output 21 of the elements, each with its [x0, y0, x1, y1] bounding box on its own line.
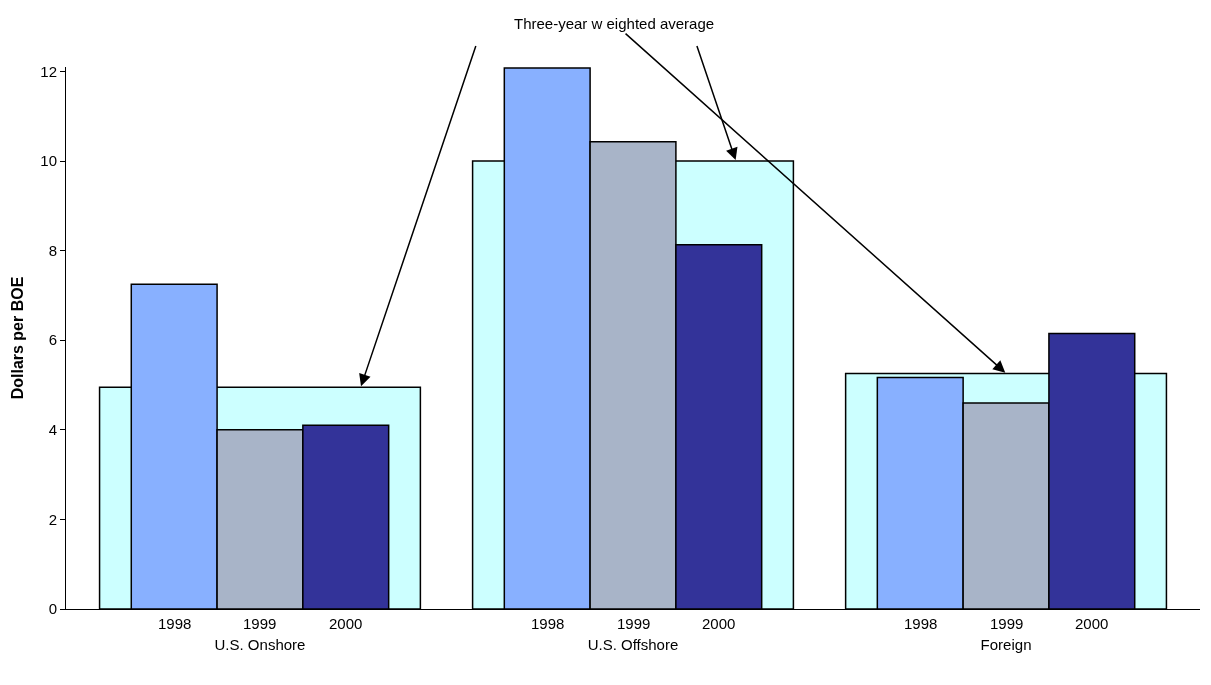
text: 1999 — [990, 615, 1024, 632]
y-tick-label: 0 — [48, 600, 57, 618]
y-axis-title: Dollars per BOE — [9, 276, 27, 400]
y-tick-label: 12 — [40, 62, 57, 80]
annotation: Three-year w eighted average — [514, 15, 715, 32]
text: 2000 — [702, 615, 736, 632]
text: 1998 — [531, 615, 565, 632]
series-label: 2000 — [329, 615, 363, 632]
text: 2000 — [1075, 615, 1109, 632]
y-tick-label: 2 — [48, 510, 57, 528]
x-tick-label: Foreign — [980, 636, 1032, 653]
x-tick-label: U.S. Onshore — [214, 636, 306, 653]
y-tick-label: 6 — [48, 331, 57, 349]
text: 1998 — [904, 615, 938, 632]
series-label: 1999 — [243, 615, 277, 632]
y-tick-label: 8 — [48, 241, 57, 259]
y-tick-label: 10 — [40, 152, 57, 170]
x-tick-label: U.S. Offshore — [587, 636, 679, 653]
text: 1999 — [617, 615, 651, 632]
y-tick-label: 4 — [48, 421, 57, 439]
series-label: 1998 — [158, 615, 192, 632]
